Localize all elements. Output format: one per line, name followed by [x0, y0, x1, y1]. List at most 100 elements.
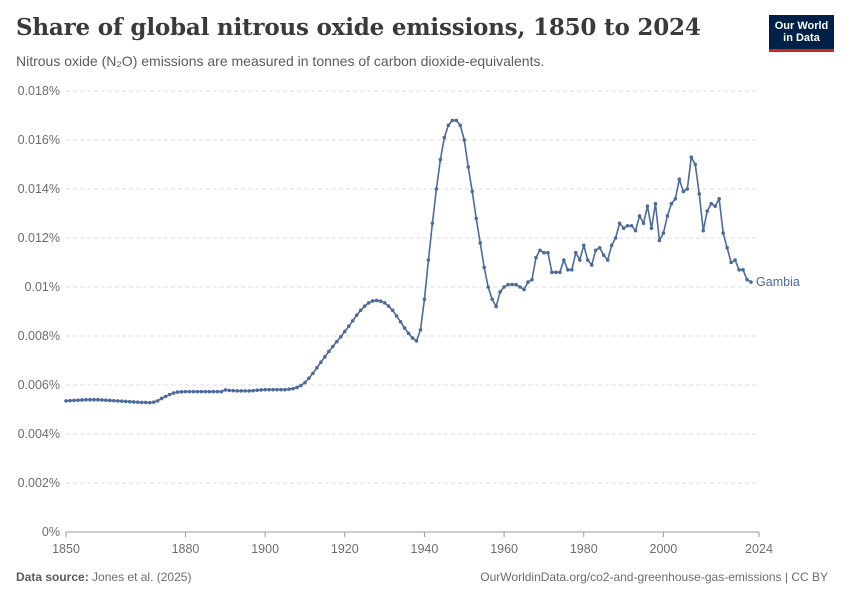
data-point: [76, 398, 80, 402]
owid-logo[interactable]: Our World in Data: [769, 15, 834, 52]
data-point: [573, 250, 578, 255]
data-point: [346, 324, 351, 329]
data-point: [402, 326, 407, 330]
source-url[interactable]: OurWorldinData.org/co2-and-greenhouse-ga…: [480, 570, 828, 584]
data-point: [681, 189, 686, 194]
y-tick-label: 0.012%: [18, 231, 60, 245]
data-point: [526, 280, 530, 284]
data-point: [434, 187, 439, 191]
data-point: [227, 388, 232, 393]
data-point: [179, 390, 184, 394]
series-line-gambia: [65, 119, 752, 404]
data-point: [442, 135, 447, 140]
data-point: [593, 248, 598, 253]
x-tick-label: 1980: [570, 542, 598, 556]
data-point: [649, 226, 654, 230]
grid-lines: [66, 90, 759, 533]
data-point: [486, 285, 490, 289]
data-point: [673, 197, 678, 201]
y-tick-label: 0.002%: [18, 476, 60, 490]
data-point: [315, 366, 319, 370]
data-point: [577, 258, 582, 262]
data-point: [283, 387, 287, 392]
data-point: [111, 398, 116, 403]
data-point: [566, 268, 570, 272]
chart-title: Share of global nitrous oxide emissions,…: [16, 14, 701, 41]
data-point: [311, 371, 315, 376]
data-point: [677, 177, 682, 181]
x-tick-label: 1880: [172, 542, 200, 556]
data-point: [554, 270, 558, 275]
data-point: [279, 387, 283, 392]
y-tick-label: 0.018%: [18, 84, 60, 98]
data-point: [645, 204, 650, 208]
data-point: [661, 231, 666, 235]
data-point: [490, 297, 494, 302]
data-source: Data source: Jones et al. (2025): [16, 570, 191, 584]
data-point: [323, 355, 327, 359]
data-point: [267, 387, 271, 392]
data-point: [127, 399, 132, 404]
data-point: [466, 165, 471, 169]
data-point: [506, 282, 510, 287]
data-point: [570, 268, 574, 272]
data-point: [685, 187, 690, 191]
data-point: [303, 380, 307, 385]
data-point: [104, 398, 108, 402]
data-point: [239, 389, 244, 393]
data-point: [199, 389, 204, 394]
data-point: [729, 260, 733, 265]
data-point: [123, 399, 128, 404]
data-point: [339, 334, 343, 339]
data-point: [550, 270, 554, 275]
data-point: [641, 221, 646, 226]
data-point: [331, 344, 335, 349]
data-point: [705, 209, 710, 213]
data-point: [370, 299, 375, 303]
data-point: [454, 118, 459, 123]
data-point: [139, 400, 144, 405]
data-point: [378, 299, 383, 304]
data-point: [342, 329, 347, 334]
data-point: [386, 304, 391, 308]
data-point: [422, 297, 427, 302]
data-point: [605, 258, 610, 262]
data-point: [147, 400, 152, 405]
data-point: [159, 396, 164, 401]
data-point: [247, 389, 252, 393]
data-point: [259, 388, 263, 392]
data-point: [621, 226, 626, 230]
data-point: [151, 400, 156, 404]
data-point: [155, 399, 160, 403]
y-tick-label: 0.016%: [18, 133, 60, 147]
data-point: [745, 277, 749, 282]
data-point: [474, 216, 479, 221]
chart-subtitle: Nitrous oxide (N₂O) emissions are measur…: [16, 53, 545, 69]
data-point: [100, 398, 104, 402]
data-point: [546, 250, 550, 255]
data-point: [514, 282, 518, 287]
data-point: [143, 400, 148, 405]
data-point: [633, 228, 638, 233]
y-tick-label: 0.014%: [18, 182, 60, 196]
data-point: [741, 268, 745, 272]
data-point: [96, 397, 100, 402]
data-point: [426, 258, 431, 262]
data-point: [231, 388, 236, 393]
x-tick-label: 1960: [490, 542, 518, 556]
x-tick-label: 1850: [52, 542, 80, 556]
data-point: [534, 255, 538, 260]
data-point: [251, 388, 255, 393]
data-point: [725, 246, 729, 250]
data-point: [617, 221, 622, 226]
data-point: [211, 389, 216, 394]
data-point: [498, 290, 502, 294]
data-point: [92, 397, 96, 402]
data-point: [542, 250, 546, 255]
data-source-value[interactable]: Jones et al. (2025): [92, 570, 192, 584]
data-point: [410, 336, 415, 340]
data-point: [601, 253, 606, 257]
data-point: [235, 389, 240, 393]
data-point: [494, 304, 498, 309]
